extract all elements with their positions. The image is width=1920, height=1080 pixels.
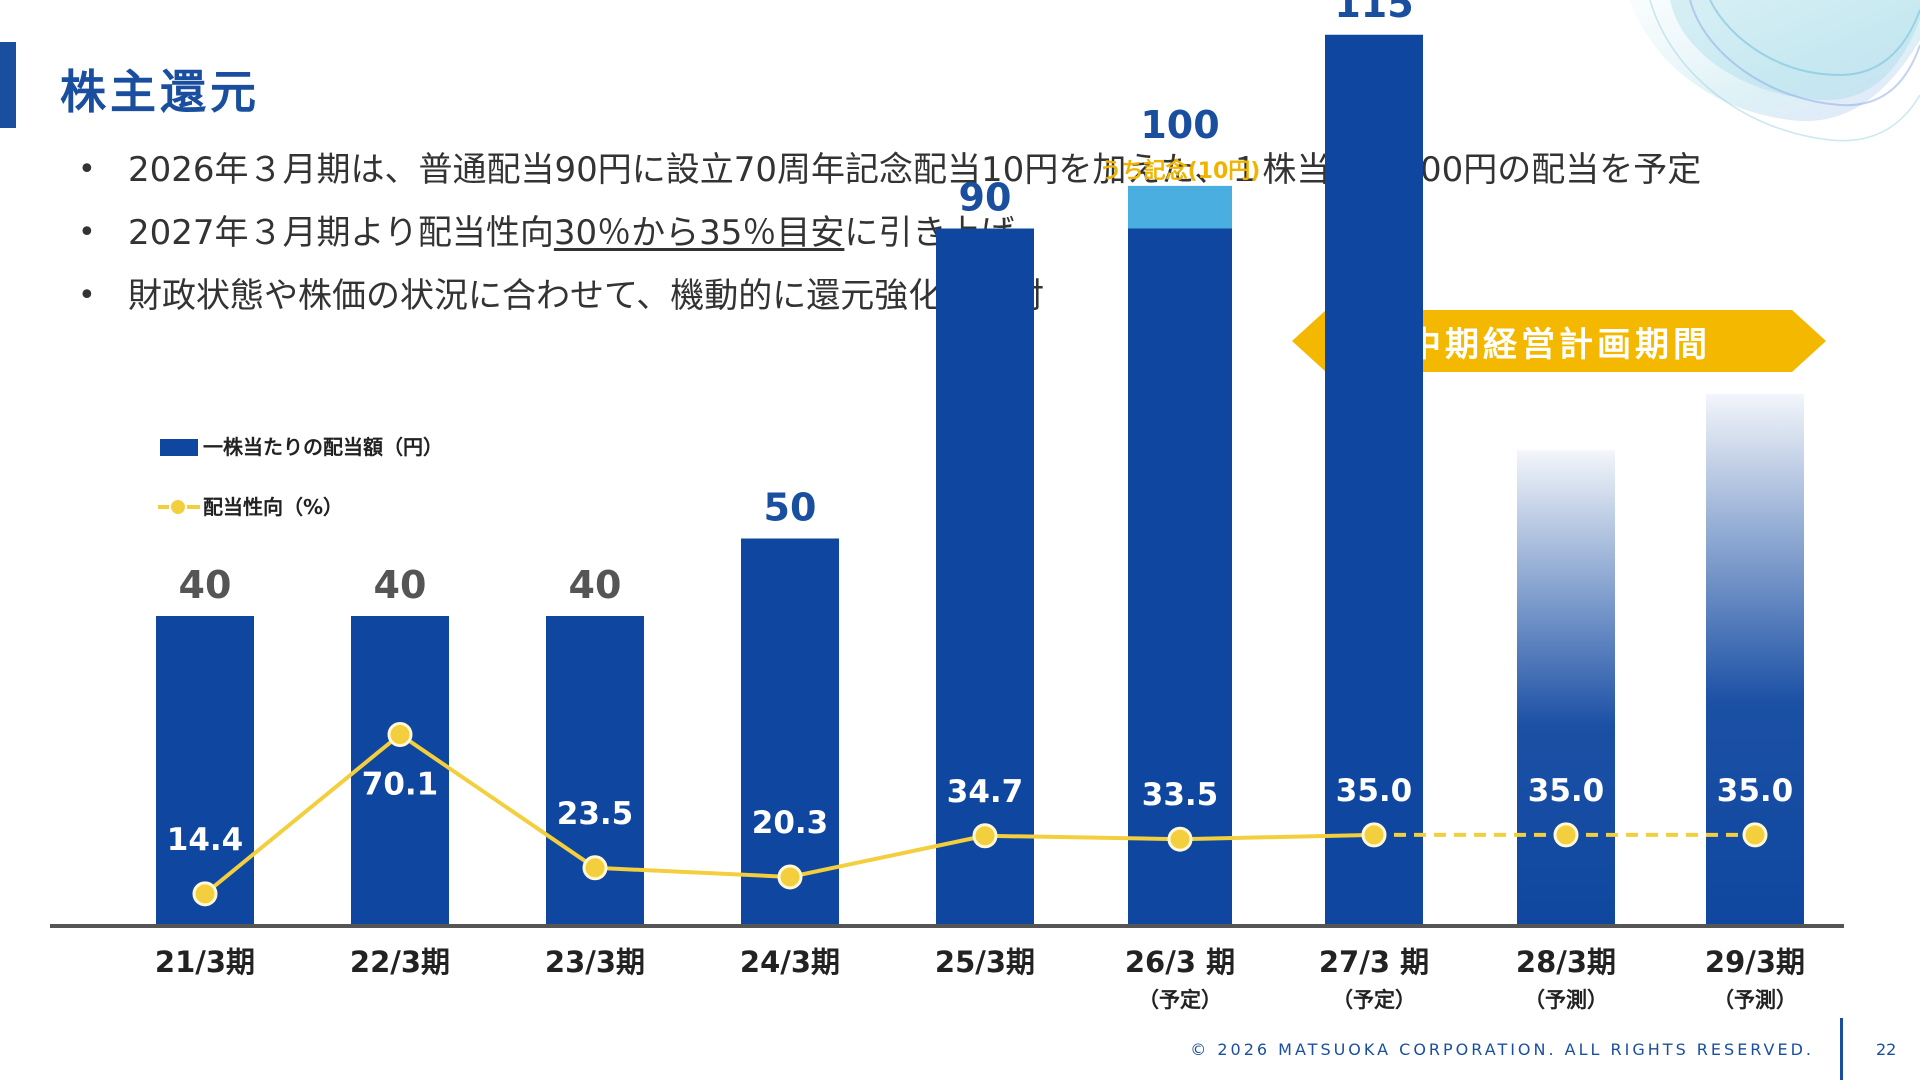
future-bar: [1517, 450, 1615, 926]
ratio-line-segment: [789, 833, 986, 879]
page-title: 株主還元: [60, 65, 260, 119]
ratio-line-segment: [1179, 832, 1375, 842]
x-tick-note: （予測）: [1713, 988, 1797, 1012]
dividend-chart: 一株当たりの配当額（円） 配当性向（%） 40 40 40 50 90 うち記念(10円) 10…: [50, 0, 1844, 1012]
ratio-value-label: 14.4: [167, 822, 244, 858]
x-tick-note: （予定）: [1332, 988, 1416, 1012]
dividend-bar: [936, 228, 1034, 926]
copyright-footer: © 2026 MATSUOKA CORPORATION. ALL RIGHTS …: [1190, 1040, 1814, 1059]
ratio-value-label: 23.5: [557, 796, 634, 832]
decorative-wave-graphic: [1630, 0, 1920, 142]
dividend-bar: [156, 616, 254, 926]
x-tick-label: 28/3期: [1516, 945, 1616, 979]
commemorative-bar-segment: [1128, 185, 1232, 229]
ratio-line-segment: [984, 833, 1181, 842]
ratio-value-label: 35.0: [1336, 773, 1413, 809]
ratio-value-label: 70.1: [362, 767, 439, 803]
x-tick-label: 21/3期: [155, 945, 255, 979]
x-tick-note: （予定）: [1138, 988, 1222, 1012]
ratio-point: [387, 722, 413, 748]
legend-bar-swatch: [160, 439, 198, 456]
ratio-point: [972, 823, 998, 849]
ratio-value-label: 35.0: [1528, 773, 1605, 809]
x-tick-label: 29/3期: [1705, 945, 1805, 979]
bullet-text-underlined: 30％から35％目安: [553, 213, 845, 253]
bullet-text: 2026年３月期は、普通配当90円に設立70周年記念配当10円を加えた、１株当た…: [128, 150, 1702, 190]
ratio-value-label: 35.0: [1717, 773, 1794, 809]
x-tick-note: （予測）: [1524, 988, 1608, 1012]
x-tick-label: 25/3期: [935, 945, 1035, 979]
bar-value-label: 115: [1334, 0, 1413, 26]
bar-value-label: 100: [1140, 103, 1219, 147]
dividend-bar: [1128, 228, 1232, 926]
ratio-line-segment: [203, 732, 402, 896]
x-tick-label: 22/3期: [350, 945, 450, 979]
bar-value-label: 40: [179, 563, 232, 607]
ratio-point: [1167, 826, 1193, 852]
bar-value-label: 50: [764, 486, 817, 530]
ratio-point: [192, 881, 218, 907]
x-tick-label: 26/3 期: [1125, 945, 1235, 979]
legend-line-marker: [169, 498, 187, 516]
ratio-point: [1553, 822, 1579, 848]
ratio-point: [582, 855, 608, 881]
commemorative-label: うち記念(10円): [1100, 158, 1261, 184]
dividend-bar: [351, 616, 449, 926]
ratio-line-segment: [594, 865, 791, 879]
bullet-text: 財政状態や株価の状況に合わせて、機動的に還元強化を検討: [128, 276, 1045, 316]
ratio-value-label: 20.3: [752, 805, 829, 841]
bullet-list: 2026年３月期は、普通配当90円に設立70周年記念配当10円を加えた、１株当た…: [78, 148, 1701, 337]
ratio-value-label: 33.5: [1142, 777, 1219, 813]
legend-bar-label: 一株当たりの配当額（円）: [203, 435, 443, 459]
ratio-line-segment: [398, 732, 597, 870]
bullet-text-pre: 2027年３月期より配当性向: [128, 213, 554, 253]
bullet-item: 財政状態や株価の状況に合わせて、機動的に還元強化を検討: [78, 274, 1701, 337]
ratio-value-label: 34.7: [947, 774, 1024, 810]
footer-divider: [1840, 1018, 1843, 1080]
page-number: 22: [1876, 1040, 1897, 1059]
ratio-point: [1361, 822, 1387, 848]
dividend-bar: [1325, 34, 1423, 926]
bar-value-label: 40: [569, 563, 622, 607]
x-tick-label: 27/3 期: [1319, 945, 1429, 979]
title-accent-bar: [0, 42, 16, 128]
ratio-point: [1742, 822, 1768, 848]
bar-value-label: 40: [374, 563, 427, 607]
legend-line-label: 配当性向（%）: [203, 495, 343, 519]
bar-value-label: 90: [959, 176, 1012, 220]
x-tick-label: 23/3期: [545, 945, 645, 979]
ratio-point: [777, 864, 803, 890]
bullet-item: 2027年３月期より配当性向30％から35％目安に引き上げ: [78, 211, 1701, 274]
x-tick-label: 24/3期: [740, 945, 840, 979]
bullet-item: 2026年３月期は、普通配当90円に設立70周年記念配当10円を加えた、１株当た…: [78, 148, 1701, 211]
dividend-bar: [741, 538, 839, 926]
